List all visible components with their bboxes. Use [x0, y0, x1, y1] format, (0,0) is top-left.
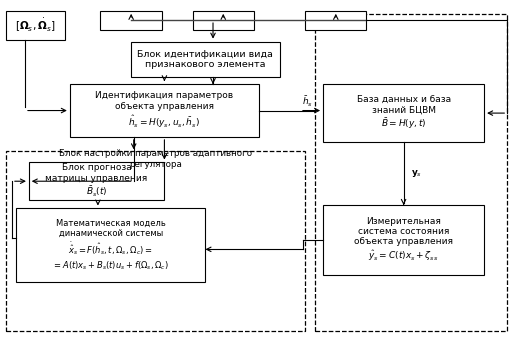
- FancyBboxPatch shape: [192, 11, 254, 30]
- Text: Измерительная
система состояния
объекта управления
$\hat{y}_s = C(t)x_s + \zeta_: Измерительная система состояния объекта …: [354, 217, 453, 263]
- Text: Идентификация параметров
объекта управления
$\hat{h}_s = H(y_s, u_s, \bar{h}_s)$: Идентификация параметров объекта управле…: [95, 91, 233, 130]
- Text: $[\mathbf{\Omega}_s, \dot{\mathbf{\Omega}}_s]$: $[\mathbf{\Omega}_s, \dot{\mathbf{\Omega…: [15, 17, 55, 34]
- Text: База данных и база
знаний БЦВМ
$\bar{B} = H(y, t)$: База данных и база знаний БЦВМ $\bar{B} …: [357, 95, 450, 131]
- FancyBboxPatch shape: [16, 209, 205, 282]
- FancyBboxPatch shape: [101, 11, 162, 30]
- FancyBboxPatch shape: [6, 11, 65, 40]
- Text: Блок прогноза
матрицы управления
$\bar{B}_s(t)$: Блок прогноза матрицы управления $\bar{B…: [46, 163, 148, 199]
- FancyBboxPatch shape: [323, 84, 484, 142]
- Text: $\mathbf{y}_s$: $\mathbf{y}_s$: [411, 168, 422, 179]
- Text: Математическая модель
динамической системы
$\dot{\hat{x}}_s = F(\hat{h}_s, t, \O: Математическая модель динамической систе…: [52, 219, 169, 272]
- FancyBboxPatch shape: [29, 162, 164, 200]
- Text: $\bar{h}_s$: $\bar{h}_s$: [302, 95, 313, 109]
- FancyBboxPatch shape: [305, 11, 366, 30]
- FancyBboxPatch shape: [323, 205, 484, 275]
- FancyBboxPatch shape: [131, 42, 280, 77]
- Text: Блок идентификации вида
признакового элемента: Блок идентификации вида признакового эле…: [137, 50, 273, 69]
- Text: Блок настройки параметров адаптивного
регулятора: Блок настройки параметров адаптивного ре…: [59, 149, 252, 169]
- FancyBboxPatch shape: [70, 84, 259, 137]
